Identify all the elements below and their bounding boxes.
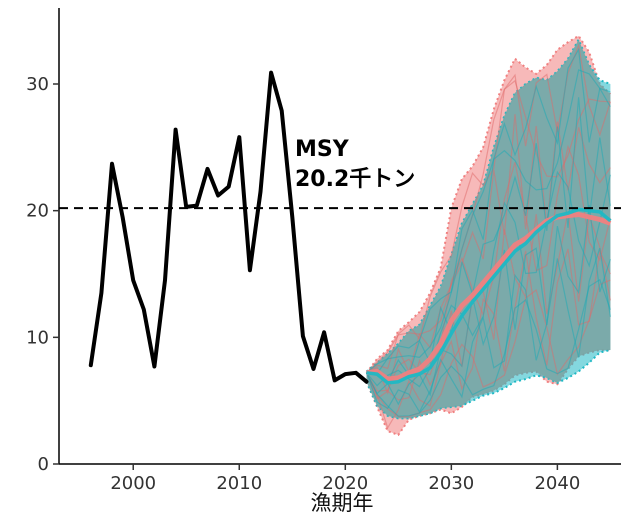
trace-1-2 [365, 204, 611, 406]
trace-1-1 [365, 247, 611, 414]
x-tick-label-2040: 2040 [534, 473, 580, 494]
trace-1-6 [366, 47, 611, 375]
band-upper-edge-0 [365, 34, 612, 374]
y-tick-label-20: 20 [26, 201, 49, 222]
trace-0-2 [365, 211, 611, 401]
x-tick-label-2000: 2000 [110, 473, 156, 494]
trace-1-0 [365, 278, 611, 417]
median-line-0 [366, 212, 612, 382]
trace-1-5 [366, 69, 611, 374]
trace-0-5 [366, 79, 611, 374]
y-tick-label-10: 10 [26, 327, 49, 348]
trace-0-4 [366, 114, 611, 395]
x-axis-title: 漁期年 [311, 491, 374, 515]
x-tick-label-2010: 2010 [216, 473, 262, 494]
y-tick-label-30: 30 [26, 74, 49, 95]
observed-line [88, 70, 369, 384]
median-line-1 [366, 207, 612, 385]
msy-label-line1: MSY [295, 137, 350, 162]
x-tick-label-2020: 2020 [322, 473, 368, 494]
trace-0-0 [365, 279, 611, 418]
trace-0-1 [365, 248, 611, 430]
median-lines [366, 207, 612, 385]
observed-series [88, 70, 369, 384]
band-overlap [366, 39, 611, 419]
y-tick-label-0: 0 [38, 454, 49, 475]
projection-bands [365, 34, 612, 437]
x-tick-label-2030: 2030 [428, 473, 474, 494]
msy-label-line2: 20.2千トン [295, 167, 415, 192]
